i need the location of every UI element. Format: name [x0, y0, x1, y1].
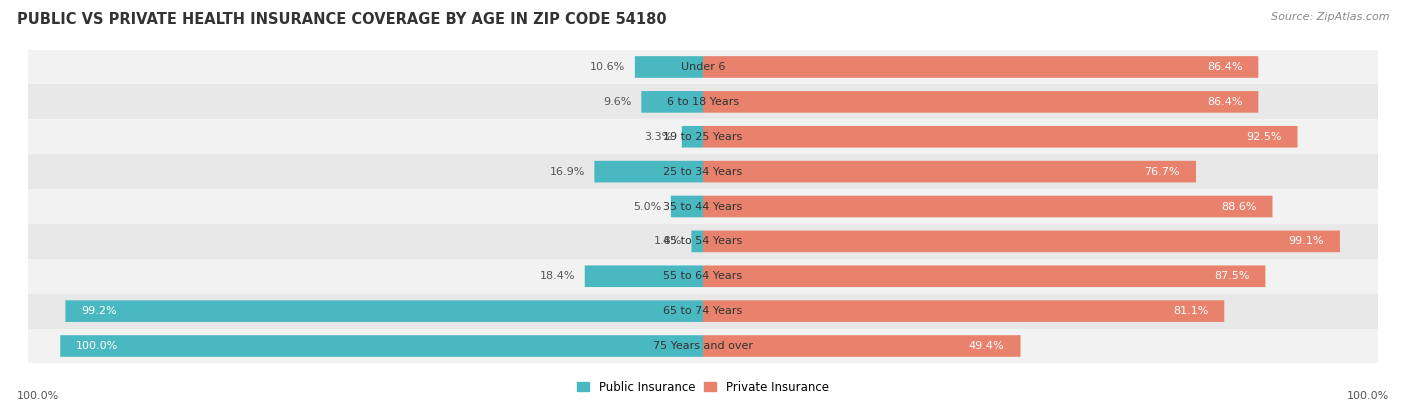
Text: 5.0%: 5.0%	[633, 202, 661, 211]
Text: 86.4%: 86.4%	[1206, 62, 1243, 72]
FancyBboxPatch shape	[641, 91, 703, 113]
FancyBboxPatch shape	[671, 196, 703, 217]
Text: 49.4%: 49.4%	[969, 341, 1004, 351]
Text: 92.5%: 92.5%	[1246, 132, 1281, 142]
Text: 45 to 54 Years: 45 to 54 Years	[664, 236, 742, 247]
Text: 35 to 44 Years: 35 to 44 Years	[664, 202, 742, 211]
Text: 76.7%: 76.7%	[1144, 166, 1180, 177]
FancyBboxPatch shape	[692, 230, 703, 252]
Text: Under 6: Under 6	[681, 62, 725, 72]
FancyBboxPatch shape	[28, 224, 1378, 259]
FancyBboxPatch shape	[703, 300, 1225, 322]
FancyBboxPatch shape	[703, 196, 1272, 217]
FancyBboxPatch shape	[703, 161, 1197, 183]
FancyBboxPatch shape	[703, 335, 1021, 357]
Text: 3.3%: 3.3%	[644, 132, 672, 142]
Text: 88.6%: 88.6%	[1220, 202, 1257, 211]
Legend: Public Insurance, Private Insurance: Public Insurance, Private Insurance	[572, 376, 834, 399]
FancyBboxPatch shape	[28, 84, 1378, 119]
FancyBboxPatch shape	[66, 300, 703, 322]
FancyBboxPatch shape	[585, 266, 703, 287]
Text: 18.4%: 18.4%	[540, 271, 575, 281]
FancyBboxPatch shape	[703, 230, 1340, 252]
FancyBboxPatch shape	[703, 91, 1258, 113]
FancyBboxPatch shape	[28, 329, 1378, 363]
FancyBboxPatch shape	[703, 266, 1265, 287]
FancyBboxPatch shape	[28, 50, 1378, 84]
Text: 6 to 18 Years: 6 to 18 Years	[666, 97, 740, 107]
Text: 81.1%: 81.1%	[1173, 306, 1208, 316]
Text: 99.2%: 99.2%	[82, 306, 117, 316]
Text: 75 Years and over: 75 Years and over	[652, 341, 754, 351]
Text: 55 to 64 Years: 55 to 64 Years	[664, 271, 742, 281]
Text: 19 to 25 Years: 19 to 25 Years	[664, 132, 742, 142]
Text: 65 to 74 Years: 65 to 74 Years	[664, 306, 742, 316]
Text: 100.0%: 100.0%	[1347, 391, 1389, 401]
Text: PUBLIC VS PRIVATE HEALTH INSURANCE COVERAGE BY AGE IN ZIP CODE 54180: PUBLIC VS PRIVATE HEALTH INSURANCE COVER…	[17, 12, 666, 27]
FancyBboxPatch shape	[28, 294, 1378, 329]
Text: 1.8%: 1.8%	[654, 236, 682, 247]
Text: 16.9%: 16.9%	[550, 166, 585, 177]
Text: 25 to 34 Years: 25 to 34 Years	[664, 166, 742, 177]
FancyBboxPatch shape	[703, 126, 1298, 147]
Text: 10.6%: 10.6%	[591, 62, 626, 72]
FancyBboxPatch shape	[28, 154, 1378, 189]
Text: 9.6%: 9.6%	[603, 97, 631, 107]
Text: 100.0%: 100.0%	[17, 391, 59, 401]
Text: 86.4%: 86.4%	[1206, 97, 1243, 107]
FancyBboxPatch shape	[28, 189, 1378, 224]
FancyBboxPatch shape	[595, 161, 703, 183]
FancyBboxPatch shape	[703, 56, 1258, 78]
FancyBboxPatch shape	[28, 259, 1378, 294]
FancyBboxPatch shape	[682, 126, 703, 147]
FancyBboxPatch shape	[636, 56, 703, 78]
Text: 99.1%: 99.1%	[1288, 236, 1324, 247]
FancyBboxPatch shape	[60, 335, 703, 357]
Text: Source: ZipAtlas.com: Source: ZipAtlas.com	[1271, 12, 1389, 22]
Text: 87.5%: 87.5%	[1213, 271, 1250, 281]
Text: 100.0%: 100.0%	[76, 341, 118, 351]
FancyBboxPatch shape	[28, 119, 1378, 154]
